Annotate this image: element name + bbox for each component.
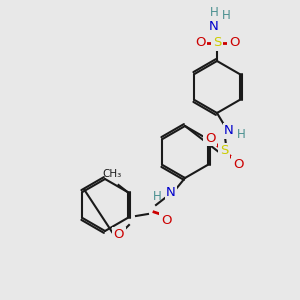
Text: H: H <box>222 9 231 22</box>
Text: S: S <box>213 37 221 50</box>
Text: N: N <box>224 124 234 137</box>
Text: H: H <box>237 128 246 140</box>
Text: S: S <box>220 145 228 158</box>
Text: O: O <box>195 37 205 50</box>
Text: N: N <box>209 20 219 34</box>
Text: O: O <box>205 131 215 145</box>
Text: O: O <box>233 158 243 170</box>
Text: CH₃: CH₃ <box>102 169 121 179</box>
Text: H: H <box>153 190 162 202</box>
Text: N: N <box>166 187 176 200</box>
Text: O: O <box>114 229 124 242</box>
Text: H: H <box>210 6 218 19</box>
Text: O: O <box>161 214 171 226</box>
Text: O: O <box>229 37 239 50</box>
